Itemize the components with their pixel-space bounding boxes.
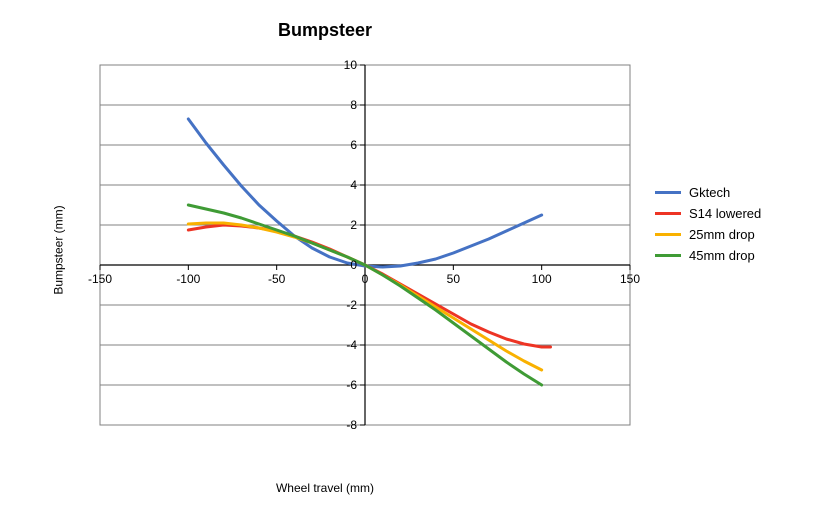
svg-text:8: 8	[350, 98, 357, 112]
svg-text:100: 100	[532, 272, 552, 286]
svg-text:-150: -150	[88, 272, 112, 286]
legend-label: 45mm drop	[689, 248, 755, 263]
chart-plot: -150 -100 -50 0 50 100 150 -8 -6 -4 -2 0 2 4 6 8 10	[60, 55, 640, 455]
svg-text:10: 10	[344, 58, 358, 72]
legend-swatch	[655, 254, 681, 257]
legend-swatch	[655, 191, 681, 194]
legend-item: S14 lowered	[655, 206, 761, 221]
svg-text:-4: -4	[346, 338, 357, 352]
chart-container: Bumpsteer Bumpsteer (mm) Wheel travel (m…	[0, 0, 818, 513]
svg-text:4: 4	[350, 178, 357, 192]
legend-item: Gktech	[655, 185, 761, 200]
svg-text:150: 150	[620, 272, 640, 286]
svg-text:-2: -2	[346, 298, 357, 312]
svg-text:6: 6	[350, 138, 357, 152]
legend-label: S14 lowered	[689, 206, 761, 221]
legend-label: 25mm drop	[689, 227, 755, 242]
x-axis-label: Wheel travel (mm)	[0, 481, 650, 495]
svg-text:-8: -8	[346, 418, 357, 432]
legend-item: 25mm drop	[655, 227, 761, 242]
svg-text:0: 0	[362, 272, 369, 286]
svg-text:-100: -100	[176, 272, 200, 286]
svg-text:50: 50	[447, 272, 461, 286]
legend: Gktech S14 lowered 25mm drop 45mm drop	[655, 185, 761, 269]
svg-text:0: 0	[350, 258, 357, 272]
legend-label: Gktech	[689, 185, 730, 200]
legend-item: 45mm drop	[655, 248, 761, 263]
legend-swatch	[655, 233, 681, 236]
svg-text:2: 2	[350, 218, 357, 232]
svg-text:-6: -6	[346, 378, 357, 392]
legend-swatch	[655, 212, 681, 215]
chart-title: Bumpsteer	[0, 20, 650, 41]
series-line	[188, 225, 550, 347]
svg-text:-50: -50	[268, 272, 286, 286]
